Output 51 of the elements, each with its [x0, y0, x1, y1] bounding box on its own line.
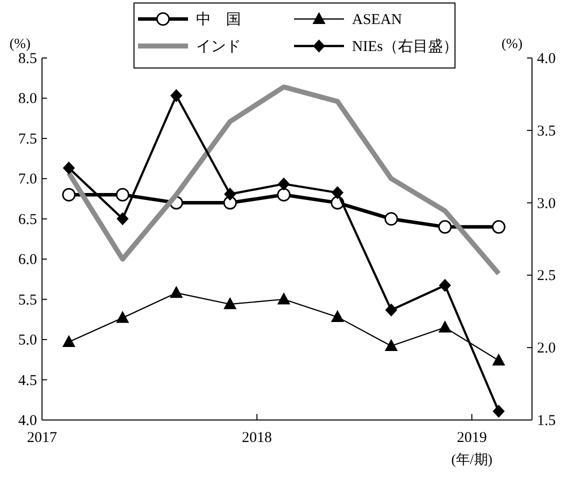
y-tick-label: 4.0 [18, 413, 37, 429]
point [224, 188, 236, 201]
point [62, 188, 76, 202]
x-tick-label: 2018 [242, 430, 272, 446]
point [116, 188, 130, 202]
point [492, 404, 505, 418]
y-axis-title: (%) [10, 37, 31, 52]
y2-tick-label: 3.0 [537, 196, 556, 212]
y-tick-label: 6.0 [18, 252, 37, 268]
point [438, 320, 452, 332]
y-tick-label: 7.5 [18, 131, 37, 148]
point [62, 162, 75, 175]
point [384, 212, 398, 226]
y-tick-label: 4.5 [18, 372, 37, 389]
point [278, 177, 290, 190]
y-tick-label: 5.0 [18, 332, 37, 349]
y-tick-label: 8.0 [18, 91, 37, 108]
legend-label: ASEAN [352, 12, 402, 28]
y2-tick-label: 2.5 [537, 268, 556, 284]
point [438, 220, 452, 234]
point [438, 278, 451, 292]
legend-label: 中 国 [196, 11, 241, 28]
y-tick-label: 8.5 [18, 51, 37, 67]
y2-tick-label: 2.0 [537, 340, 556, 357]
y-tick-label: 5.5 [18, 292, 37, 308]
point [170, 89, 182, 102]
y2-tick-label: 3.5 [537, 123, 556, 140]
point [224, 297, 237, 310]
point [492, 353, 506, 366]
point [116, 212, 129, 226]
y2-tick-label: 4.0 [537, 51, 556, 67]
y2-tick-label: 1.5 [537, 413, 556, 429]
point [170, 286, 183, 298]
point [384, 338, 398, 351]
y2-axis-title: (%) [502, 37, 523, 52]
x-axis-title: (年/期) [451, 452, 493, 468]
point [116, 310, 130, 323]
point [62, 334, 76, 347]
y-tick-label: 7.0 [18, 172, 37, 188]
x-tick-label: 2019 [456, 430, 487, 446]
x-tick-label: 2017 [27, 430, 58, 446]
point [332, 186, 344, 200]
legend-label: NIEs（右目盛） [352, 38, 458, 55]
point [385, 303, 398, 316]
point [331, 310, 344, 322]
point [492, 220, 506, 234]
point [223, 196, 237, 210]
legend-label: インド [196, 39, 241, 55]
y-tick-label: 6.5 [18, 212, 37, 228]
point [277, 292, 290, 304]
point [277, 188, 291, 202]
